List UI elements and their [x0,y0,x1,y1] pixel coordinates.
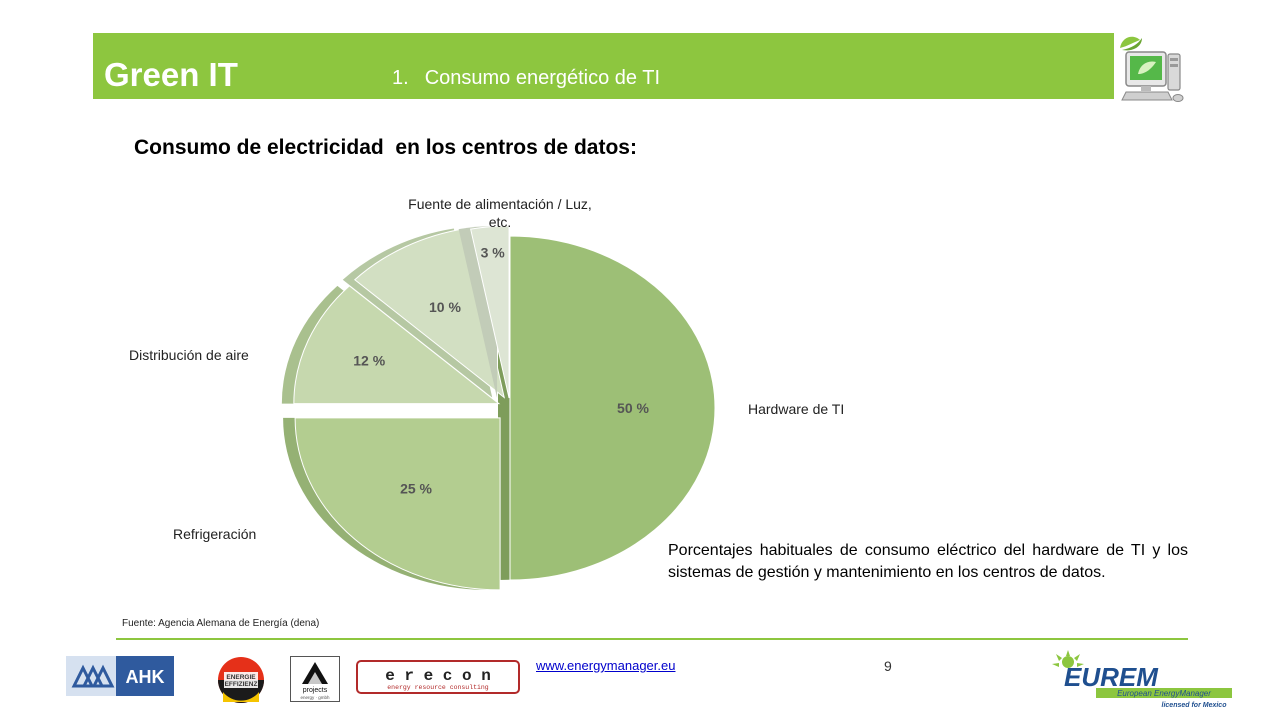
label-air-distribution: Distribución de aire [129,347,249,363]
pie-slice [293,285,501,405]
page-number: 9 [884,658,892,674]
section-title: 1. Consumo energético de TI [392,64,660,92]
header-bar [93,33,1114,99]
projects-logo-line2: energy · gmbh [300,695,330,700]
pie-slice-value-label: 3 % [481,244,506,260]
projects-logo-line1: projects [303,687,328,694]
pie-slice-value-label: 12 % [353,353,385,369]
erecon-logo: e r e c o n energy resource consulting [356,660,520,694]
pie-slice-value-label: 25 % [400,480,432,496]
pie-chart: 50 % 25 % 12 % 10 % 3 % [281,225,716,591]
section-title-text: Consumo energético de TI [424,67,661,89]
section-number: 1. [392,67,409,89]
computer-monitor-icon [1120,36,1184,102]
energie-effizienz-logo: ENERGIE EFFIZIENZ [218,657,264,703]
erecon-logo-tagline: energy resource consulting [387,684,489,691]
ahk-logo-text: AHK [126,667,165,687]
slide-title: Green IT [104,56,238,93]
eurem-logo-license: licensed for Mexico [1162,702,1228,709]
website-link[interactable]: www.energymanager.eu [536,658,676,673]
label-cooling: Refrigeración [173,526,257,542]
eurem-logo-subtitle: European EnergyManager [1117,689,1211,698]
chart-heading: Consumo de electricidad en los centros d… [134,136,637,159]
pie-slice [294,417,501,591]
pie-slice [509,235,716,581]
pie-slice-value-label: 10 % [429,299,461,315]
erecon-logo-name: e r e c o n [385,667,491,685]
eurem-logo-name: EUREM [1064,662,1159,692]
energie-logo-line2: EFFIZIENZ [225,681,258,688]
chart-description: Porcentajes habituales de consumo eléctr… [668,542,1188,581]
ahk-logo: AHK [66,656,174,696]
label-power-supply: Fuente de alimentación / Luz, etc. [408,196,592,230]
footer-divider [116,638,1188,640]
label-it-hardware: Hardware de TI [748,401,845,417]
pie-slice-value-label: 50 % [617,400,649,416]
projects-logo: projects energy · gmbh [290,656,340,702]
source-note: Fuente: Agencia Alemana de Energía (dena… [122,618,320,629]
eurem-logo: EUREM European EnergyManager licensed fo… [1052,650,1232,709]
energie-logo-line1: ENERGIE [226,674,256,681]
pie-slice [470,225,510,399]
